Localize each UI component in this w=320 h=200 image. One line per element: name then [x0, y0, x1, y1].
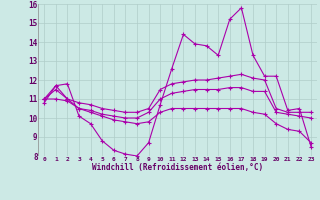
- X-axis label: Windchill (Refroidissement éolien,°C): Windchill (Refroidissement éolien,°C): [92, 163, 263, 172]
